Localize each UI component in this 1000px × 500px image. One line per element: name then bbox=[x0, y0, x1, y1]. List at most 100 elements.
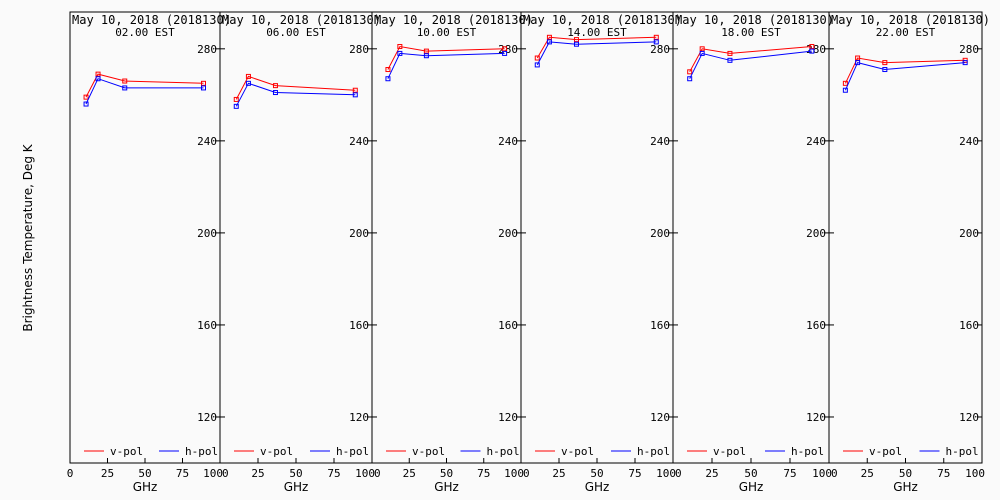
data-point-h-pol bbox=[352, 92, 358, 98]
data-point-h-pol bbox=[882, 67, 888, 73]
panel-1: May 10, 2018 (2018130)02.00 EST 120 160 200… bbox=[67, 11, 231, 494]
x-tick-label: 75 bbox=[783, 467, 796, 480]
y-tick-label: 200 bbox=[650, 227, 670, 240]
data-point-h-pol bbox=[385, 76, 391, 82]
legend-label-h-pol: h-pol bbox=[946, 445, 979, 458]
panel-6: May 10, 2018 (2018130)22.00 EST 120 160 200… bbox=[828, 11, 990, 494]
series-line-h-pol bbox=[387, 52, 505, 79]
series-line-h-pol bbox=[85, 78, 204, 105]
data-point-h-pol bbox=[502, 50, 508, 56]
y-tick-label: 200 bbox=[806, 227, 826, 240]
series-line-h-pol bbox=[844, 62, 966, 91]
legend-label-v-pol: v-pol bbox=[869, 445, 902, 458]
x-axis-label: GHz bbox=[133, 480, 158, 494]
data-point-v-pol bbox=[573, 37, 579, 43]
data-point-h-pol bbox=[397, 50, 403, 56]
data-point-v-pol bbox=[83, 94, 89, 100]
legend-label-v-pol: v-pol bbox=[110, 445, 143, 458]
y-tick-label: 200 bbox=[959, 227, 979, 240]
data-point-v-pol bbox=[201, 80, 206, 86]
x-tick-label: 100 bbox=[504, 467, 524, 480]
legend-label-h-pol: h-pol bbox=[487, 445, 520, 458]
series-line-v-pol bbox=[235, 75, 356, 100]
data-point-h-pol bbox=[233, 103, 239, 109]
data-point-h-pol bbox=[727, 57, 733, 63]
panel-time: 06.00 EST bbox=[266, 26, 326, 39]
y-tick-label: 280 bbox=[806, 43, 826, 56]
y-tick-label: 200 bbox=[349, 227, 369, 240]
data-point-v-pol bbox=[653, 34, 659, 40]
data-point-h-pol bbox=[842, 87, 848, 93]
panel-4: May 10, 2018 (2018130)14.00 EST 120 160 200… bbox=[520, 11, 682, 494]
data-point-h-pol bbox=[855, 60, 861, 66]
panel-title: May 10, 2018 (2018130) bbox=[374, 13, 533, 27]
x-tick-label: 25 bbox=[861, 467, 874, 480]
panel-3: May 10, 2018 (2018130)10.00 EST 120 160 200… bbox=[371, 11, 533, 494]
x-tick-label: 100 bbox=[812, 467, 832, 480]
y-tick-label: 280 bbox=[349, 43, 369, 56]
y-tick-label: 160 bbox=[349, 319, 369, 332]
y-tick-label: 120 bbox=[349, 411, 369, 424]
x-axis-label: GHz bbox=[284, 480, 309, 494]
data-point-v-pol bbox=[423, 48, 429, 54]
x-tick-label: 50 bbox=[138, 467, 151, 480]
data-point-v-pol bbox=[687, 69, 693, 75]
y-tick-label: 160 bbox=[959, 319, 979, 332]
data-point-v-pol bbox=[699, 46, 705, 52]
y-tick-label: 240 bbox=[349, 135, 369, 148]
series-line-v-pol bbox=[536, 36, 657, 59]
data-point-h-pol bbox=[245, 80, 251, 86]
y-tick-label: 120 bbox=[806, 411, 826, 424]
legend-label-v-pol: v-pol bbox=[412, 445, 445, 458]
x-tick-label: 100 bbox=[203, 467, 223, 480]
x-axis-label: GHz bbox=[739, 480, 764, 494]
data-point-h-pol bbox=[546, 39, 552, 45]
panels: May 10, 2018 (2018130)02.00 EST120160200… bbox=[67, 11, 990, 494]
data-point-v-pol bbox=[882, 60, 888, 66]
data-point-v-pol bbox=[534, 55, 540, 61]
data-point-h-pol bbox=[573, 41, 579, 47]
data-point-v-pol bbox=[546, 34, 552, 40]
legend-label-v-pol: v-pol bbox=[713, 445, 746, 458]
data-point-h-pol bbox=[699, 50, 705, 56]
panel-time: 10.00 EST bbox=[417, 26, 477, 39]
legend-label-v-pol: v-pol bbox=[561, 445, 594, 458]
x-tick-label: 25 bbox=[403, 467, 416, 480]
x-tick-label: 50 bbox=[899, 467, 912, 480]
data-point-v-pol bbox=[842, 80, 848, 86]
legend-label-h-pol: h-pol bbox=[791, 445, 824, 458]
data-point-h-pol bbox=[201, 85, 206, 91]
y-tick-label: 280 bbox=[197, 43, 217, 56]
x-axis-label: GHz bbox=[893, 480, 918, 494]
data-point-v-pol bbox=[502, 46, 508, 52]
series-line-v-pol bbox=[387, 45, 505, 70]
y-tick-label: 280 bbox=[959, 43, 979, 56]
panel-2: May 10, 2018 (2018130)06.00 EST 120 160 200… bbox=[219, 11, 381, 494]
data-point-h-pol bbox=[95, 76, 101, 82]
data-point-v-pol bbox=[245, 73, 251, 79]
data-point-h-pol bbox=[122, 85, 128, 91]
y-tick-label: 240 bbox=[959, 135, 979, 148]
series-line-h-pol bbox=[536, 41, 657, 66]
data-point-h-pol bbox=[962, 60, 968, 66]
y-tick-label: 120 bbox=[650, 411, 670, 424]
series-line-v-pol bbox=[844, 57, 966, 84]
series-line-v-pol bbox=[85, 73, 204, 98]
data-point-h-pol bbox=[272, 90, 278, 96]
y-tick-label: 160 bbox=[650, 319, 670, 332]
x-tick-label: 0 bbox=[831, 467, 838, 480]
x-tick-label: 0 bbox=[675, 467, 682, 480]
x-tick-label: 25 bbox=[101, 467, 114, 480]
data-point-v-pol bbox=[855, 55, 861, 61]
data-point-h-pol bbox=[83, 101, 89, 107]
panel-time: 18.00 EST bbox=[721, 26, 781, 39]
legend-label-h-pol: h-pol bbox=[336, 445, 369, 458]
panel-title: May 10, 2018 (2018130) bbox=[675, 13, 834, 27]
y-tick-label: 240 bbox=[650, 135, 670, 148]
data-point-h-pol bbox=[423, 53, 429, 59]
x-tick-label: 25 bbox=[251, 467, 264, 480]
data-point-v-pol bbox=[352, 87, 358, 93]
x-axis-label: GHz bbox=[434, 480, 459, 494]
panel-time: 14.00 EST bbox=[567, 26, 627, 39]
y-axis-label: Brightness Temperature, Deg K bbox=[21, 143, 35, 331]
